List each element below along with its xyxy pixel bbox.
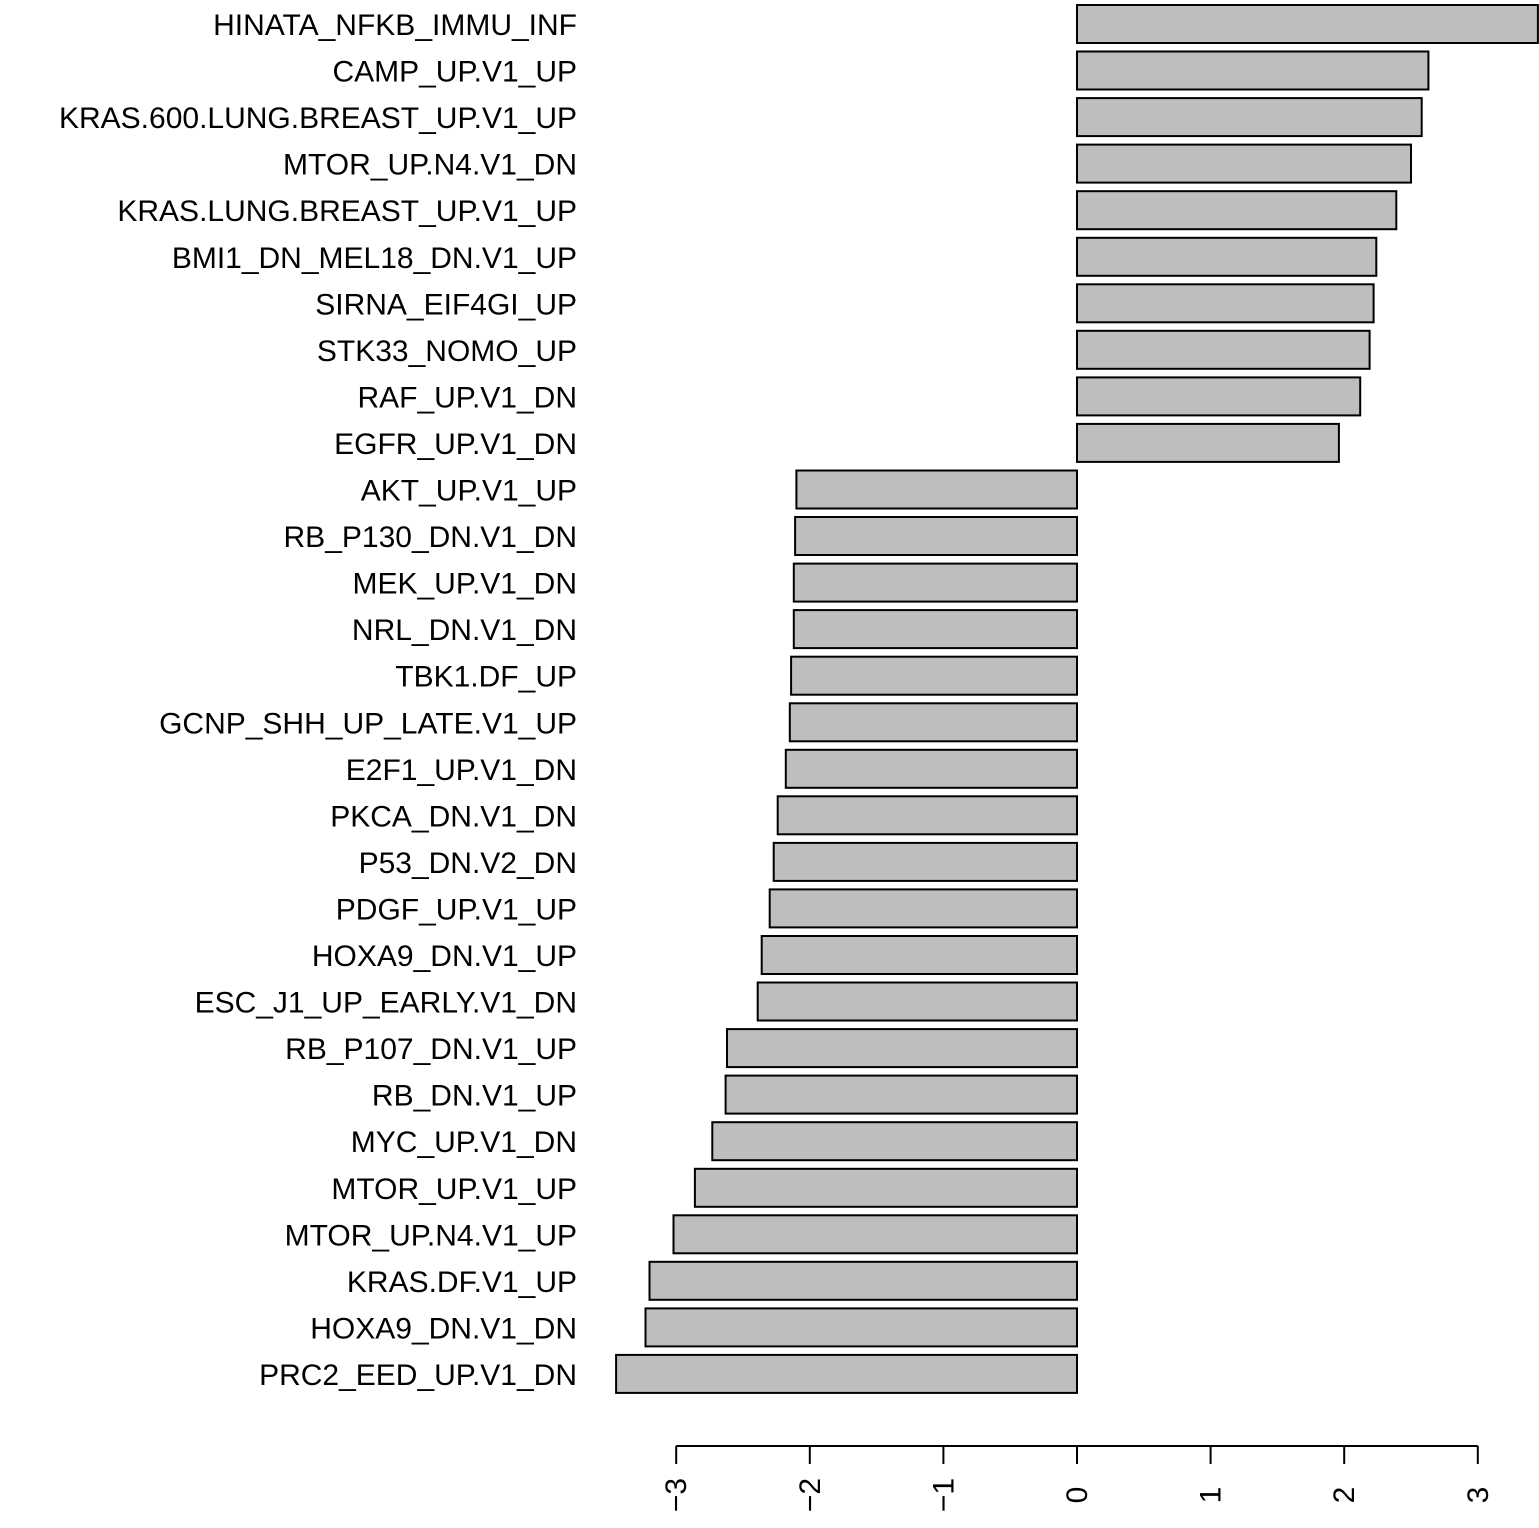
category-label: MEK_UP.V1_DN: [352, 568, 577, 601]
bar: [794, 516, 1078, 556]
x-tick-label: 3: [1462, 1487, 1495, 1504]
category-label: RB_P107_DN.V1_UP: [285, 1033, 577, 1066]
bar: [1076, 143, 1412, 184]
bar: [1076, 97, 1423, 138]
category-label: PRC2_EED_UP.V1_DN: [259, 1359, 577, 1392]
x-tick-label: 1: [1195, 1487, 1228, 1504]
category-label: MTOR_UP.N4.V1_DN: [283, 149, 577, 182]
category-label: SIRNA_EIF4GI_UP: [315, 288, 577, 321]
category-label: ESC_J1_UP_EARLY.V1_DN: [195, 987, 577, 1020]
x-tick-label: −3: [660, 1478, 693, 1512]
category-label: KRAS.600.LUNG.BREAST_UP.V1_UP: [59, 102, 577, 135]
category-label: KRAS.LUNG.BREAST_UP.V1_UP: [117, 195, 577, 228]
category-label: KRAS.DF.V1_UP: [347, 1266, 577, 1299]
bar: [726, 1028, 1078, 1069]
category-label: PDGF_UP.V1_UP: [336, 893, 577, 926]
bar: [768, 888, 1078, 929]
category-label: AKT_UP.V1_UP: [361, 475, 577, 508]
x-tick-label: −1: [927, 1478, 960, 1512]
category-label: RB_DN.V1_UP: [372, 1080, 577, 1113]
bar: [795, 469, 1079, 510]
bar: [760, 935, 1078, 975]
bar: [1076, 376, 1362, 417]
category-label: E2F1_UP.V1_DN: [346, 754, 577, 787]
bar: [784, 748, 1078, 789]
category-label: EGFR_UP.V1_DN: [334, 428, 577, 461]
category-label: HINATA_NFKB_IMMU_INF: [213, 9, 577, 42]
category-label: PKCA_DN.V1_DN: [330, 800, 577, 833]
category-label: RAF_UP.V1_DN: [357, 381, 577, 414]
category-label: CAMP_UP.V1_UP: [332, 56, 577, 89]
category-label: RB_P130_DN.V1_DN: [284, 521, 577, 554]
category-label: MTOR_UP.V1_UP: [331, 1173, 577, 1206]
category-label: GCNP_SHH_UP_LATE.V1_UP: [159, 707, 577, 740]
bar: [693, 1167, 1079, 1208]
bar: [788, 702, 1078, 743]
bar: [644, 1307, 1078, 1348]
bar: [792, 562, 1078, 603]
category-label: TBK1.DF_UP: [395, 661, 577, 694]
category-label: STK33_NOMO_UP: [317, 335, 577, 368]
category-label: NRL_DN.V1_DN: [352, 614, 577, 647]
bar: [790, 655, 1078, 696]
bar: [772, 841, 1078, 882]
category-label: HOXA9_DN.V1_DN: [310, 1312, 577, 1345]
category-label: MTOR_UP.N4.V1_UP: [285, 1219, 577, 1252]
category-label: MYC_UP.V1_DN: [351, 1126, 577, 1159]
bar: [1076, 329, 1371, 370]
category-label: BMI1_DN_MEL18_DN.V1_UP: [172, 242, 577, 275]
category-label: HOXA9_DN.V1_UP: [312, 940, 577, 973]
bar: [1076, 190, 1398, 231]
category-label: P53_DN.V2_DN: [359, 847, 577, 880]
bar: [724, 1074, 1078, 1115]
bar: [1076, 283, 1375, 324]
category-labels: HINATA_NFKB_IMMU_INF CAMP_UP.V1_UP KRAS.60…: [59, 9, 577, 1392]
bar: [1076, 4, 1539, 44]
bar: [615, 1353, 1078, 1394]
bar: [756, 981, 1078, 1022]
x-tick-label: 0: [1061, 1487, 1094, 1504]
bars-layer: [615, 4, 1539, 1394]
x-tick-label: 2: [1328, 1487, 1361, 1504]
bar: [711, 1121, 1078, 1162]
bar: [1076, 50, 1430, 91]
bar: [1076, 236, 1378, 277]
bar: [648, 1260, 1078, 1301]
bar: [672, 1214, 1078, 1255]
x-axis: −3 −2 −1 0 1 2 3: [660, 1445, 1495, 1512]
x-tick-label: −2: [794, 1478, 827, 1512]
bar: [776, 795, 1078, 836]
bar: [1076, 422, 1340, 463]
bar: [792, 609, 1078, 650]
